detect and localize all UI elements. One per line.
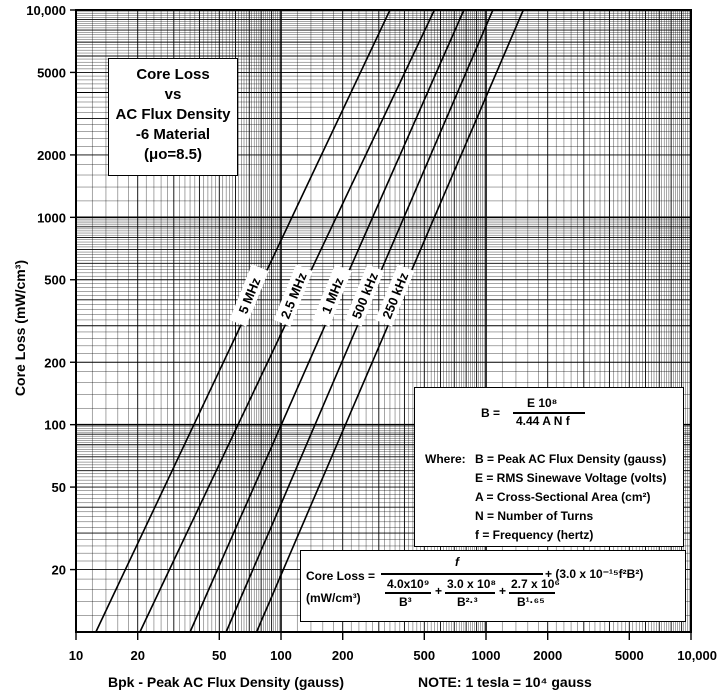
term2-bar (445, 592, 495, 594)
term2-den: B²·³ (457, 595, 478, 609)
title-line: vs (164, 86, 182, 103)
plus-2: + (499, 584, 507, 598)
curve-label-bg (375, 264, 415, 327)
x-tick-label: 10,000 (677, 648, 717, 663)
core-loss-tail: + (3.0 x 10⁻¹⁵f²B²) (545, 567, 644, 581)
term3-den: B¹·⁶⁵ (517, 595, 545, 609)
x-tick-label: 10 (69, 648, 83, 663)
y-tick-label: 1000 (37, 210, 66, 225)
b-numerator: E 10⁸ (527, 396, 558, 410)
y-tick-label: 100 (44, 418, 66, 433)
plus-1: + (435, 584, 443, 598)
def-a: A = Cross-Sectional Area (cm²) (475, 490, 651, 504)
x-tick-label: 2000 (533, 648, 562, 663)
y-axis-label: Core Loss (mW/cm³) (12, 259, 28, 397)
core-loss-lhs: Core Loss = (306, 569, 376, 583)
title-line: -6 Material (135, 126, 211, 143)
y-tick-label: 200 (44, 355, 66, 370)
y-tick-label: 5000 (37, 65, 66, 80)
def-b: B = Peak AC Flux Density (gauss) (475, 452, 667, 466)
def-n: N = Number of Turns (475, 509, 594, 523)
term3-bar (509, 592, 555, 594)
tesla-note: NOTE: 1 tesla = 10⁴ gauss (418, 674, 592, 690)
y-tick-label: 10,000 (26, 3, 66, 18)
core-loss-formula-box: Core Loss = (mW/cm³) f 4.0x10⁹ B³ + 3.0 … (300, 550, 686, 622)
core-loss-units: (mW/cm³) (306, 591, 361, 605)
y-tick-label: 50 (52, 480, 66, 495)
x-tick-label: 50 (212, 648, 226, 663)
fraction-bar (513, 412, 585, 414)
title-line: Core Loss (136, 66, 210, 83)
tick-labels: 10 20 50 100 200 500 1000 2000 5000 10,000 20 50 100… (26, 3, 717, 663)
flux-density-formula-box: B = E 10⁸ 4.44 A N f Where: B = Peak AC … (414, 387, 684, 547)
b-denominator: 4.44 A N f (516, 414, 570, 428)
def-e: E = RMS Sinewave Voltage (volts) (475, 471, 667, 485)
chart-title-box: Core Loss vs AC Flux Density -6 Material (μo… (108, 58, 238, 176)
b-lhs: B = (481, 406, 501, 420)
numerator-f: f (455, 555, 459, 569)
y-tick-label: 2000 (37, 148, 66, 163)
title-line: AC Flux Density (115, 106, 231, 123)
curve-label-bg (273, 264, 313, 327)
y-tick-label: 500 (44, 273, 66, 288)
x-tick-label: 500 (413, 648, 435, 663)
grid (75, 9, 692, 633)
x-tick-label: 200 (332, 648, 354, 663)
x-axis-label: Bpk - Peak AC Flux Density (gauss) (108, 674, 344, 690)
curve-label-bg (344, 264, 385, 327)
title-line: (μo=8.5) (144, 146, 202, 163)
term3-num: 2.7 x 10⁶ (511, 577, 560, 591)
curve-label-bg (312, 264, 352, 327)
curve-label-bg (229, 264, 269, 327)
y-tick-label: 20 (52, 563, 66, 578)
x-tick-label: 20 (130, 648, 144, 663)
def-f: f = Frequency (hertz) (475, 528, 594, 542)
term1-bar (385, 592, 431, 594)
x-tick-label: 1000 (472, 648, 501, 663)
x-tick-label: 5000 (615, 648, 644, 663)
x-tick-label: 100 (270, 648, 292, 663)
term1-num: 4.0x10⁹ (387, 577, 430, 591)
where-label: Where: (425, 452, 466, 466)
term2-num: 3.0 x 10⁸ (447, 577, 497, 591)
term1-den: B³ (399, 595, 412, 609)
main-fraction-bar (381, 573, 543, 575)
